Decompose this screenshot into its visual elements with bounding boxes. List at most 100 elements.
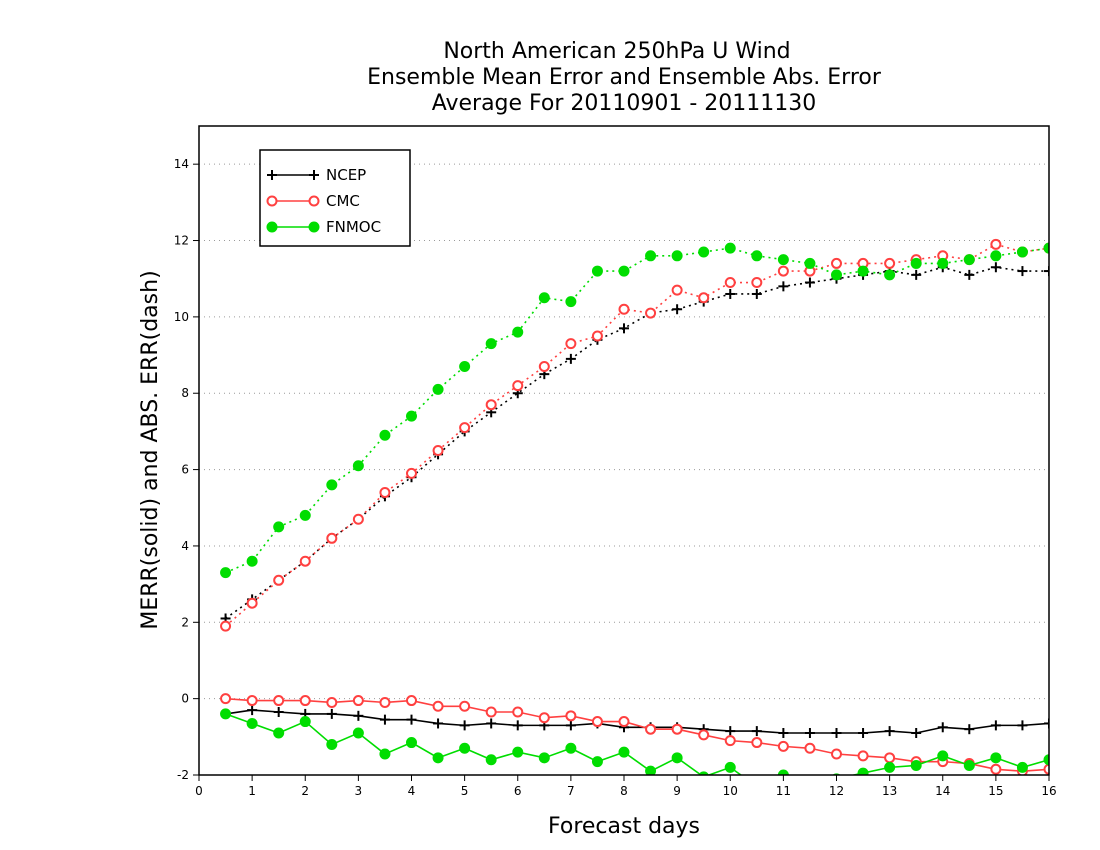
cmc-mean-error-point	[406, 695, 417, 707]
cmc-mean-error-point	[671, 723, 683, 735]
fnmoc-abs-error-point	[406, 410, 417, 422]
cmc-abs-error-point	[724, 277, 736, 289]
legend-marker	[267, 170, 277, 180]
x-tick-label: 14	[935, 784, 950, 798]
fnmoc-abs-error-point	[220, 567, 232, 579]
cmc-abs-error-point	[273, 574, 285, 586]
y-tick-label: 6	[181, 463, 189, 477]
fnmoc-mean-error-point	[990, 752, 1002, 764]
cmc-mean-error-point	[220, 693, 232, 705]
cmc-mean-error-point	[538, 712, 550, 724]
legend-marker	[309, 170, 319, 180]
legend-label: NCEP	[326, 166, 366, 184]
cmc-mean-error-point	[804, 742, 816, 754]
ncep-abs-error-point	[751, 288, 762, 299]
ncep-abs-error-point	[565, 353, 576, 364]
cmc-mean-error-point	[698, 729, 710, 741]
legend-marker	[266, 195, 278, 207]
title-line-1: North American 250hPa U Wind	[443, 39, 790, 64]
fnmoc-abs-error-point	[698, 246, 710, 258]
x-tick-label: 13	[882, 784, 897, 798]
cmc-abs-error-point	[326, 532, 338, 544]
series-layer	[220, 238, 1049, 775]
ncep-mean-error-point	[937, 722, 948, 733]
ncep-mean-error-point	[1044, 718, 1049, 729]
ncep-abs-error-point	[990, 262, 1001, 273]
fnmoc-abs-error-point	[671, 250, 683, 262]
y-tick-label: 8	[181, 386, 189, 400]
fnmoc-mean-error-point	[406, 737, 417, 749]
ncep-mean-error-line	[225, 709, 1049, 734]
x-tick-label: 15	[988, 784, 1003, 798]
fnmoc-mean-error-point	[273, 727, 285, 739]
fnmoc-abs-error-point	[326, 479, 338, 491]
fnmoc-abs-error-point	[963, 254, 975, 266]
ncep-mean-error-point	[911, 728, 922, 739]
cmc-mean-error-point	[432, 700, 444, 712]
plot-frame	[198, 125, 1050, 776]
cmc-mean-error-point	[326, 696, 338, 708]
cmc-abs-error-line	[225, 243, 1049, 627]
ncep-mean-error-point	[379, 714, 390, 725]
x-tick-label: 11	[776, 784, 791, 798]
cmc-mean-error-point	[299, 695, 311, 707]
fnmoc-abs-error-point	[937, 257, 949, 269]
cmc-mean-error-point	[485, 706, 497, 718]
fnmoc-mean-error-point	[645, 765, 657, 775]
grid-lines	[199, 163, 1049, 700]
fnmoc-mean-error-point	[671, 752, 683, 764]
ncep-mean-error-point	[725, 726, 736, 737]
fnmoc-abs-error-line	[225, 247, 1049, 574]
legend-marker	[266, 221, 278, 233]
y-tick-label: 14	[174, 157, 189, 171]
fnmoc-mean-error-point	[485, 754, 497, 766]
cmc-mean-error-point	[645, 723, 657, 735]
fnmoc-abs-error-point	[857, 265, 869, 277]
cmc-abs-error-point	[618, 303, 630, 315]
ncep-abs-error-point	[804, 277, 815, 288]
cmc-abs-error-series	[220, 238, 1049, 632]
fnmoc-abs-error-point	[538, 292, 550, 304]
fnmoc-mean-error-point	[910, 759, 922, 771]
fnmoc-mean-error-point	[538, 752, 550, 764]
ncep-mean-error-point	[247, 705, 258, 716]
legend-item-cmc: CMC	[266, 192, 360, 210]
title-line-2: Ensemble Mean Error and Ensemble Abs. Er…	[367, 65, 882, 90]
fnmoc-abs-error-point	[432, 383, 444, 395]
fnmoc-mean-error-point	[246, 717, 258, 729]
y-tick-label: 0	[181, 692, 189, 706]
legend-label: FNMOC	[326, 218, 381, 236]
ncep-abs-error-point	[619, 323, 629, 334]
x-tick-label: 6	[514, 784, 522, 798]
cmc-abs-error-point	[379, 486, 391, 498]
fnmoc-abs-error-point	[1043, 242, 1049, 254]
cmc-mean-error-point	[857, 750, 869, 762]
cmc-mean-error-point	[273, 695, 285, 707]
fnmoc-abs-error-point	[777, 254, 789, 266]
cmc-mean-error-point	[1043, 763, 1049, 775]
legend-label: CMC	[326, 192, 360, 210]
fnmoc-mean-error-point	[299, 716, 311, 728]
x-tick-label: 1	[248, 784, 256, 798]
cmc-abs-error-point	[591, 330, 603, 342]
fnmoc-abs-error-point	[990, 250, 1002, 262]
cmc-abs-error-point	[352, 513, 364, 525]
fnmoc-abs-error-point	[618, 265, 630, 277]
legend: NCEP CMC FNMOC	[259, 149, 411, 247]
cmc-abs-error-point	[485, 399, 497, 411]
ncep-abs-error-point	[911, 269, 922, 280]
fnmoc-mean-error-point	[963, 759, 975, 771]
ncep-mean-error-point	[990, 720, 1001, 731]
x-tick-label: 12	[829, 784, 844, 798]
legend-item-fnmoc: FNMOC	[266, 218, 381, 236]
cmc-abs-error-point	[751, 277, 763, 289]
cmc-mean-error-point	[751, 737, 763, 749]
y-tick-label: 4	[181, 539, 189, 553]
x-tick-label: 5	[461, 784, 469, 798]
cmc-abs-error-point	[459, 422, 471, 434]
fnmoc-abs-error-point	[246, 555, 258, 567]
ncep-mean-error-point	[406, 714, 417, 725]
ncep-mean-error-point	[831, 728, 842, 739]
ncep-mean-error-point	[353, 710, 364, 721]
cmc-mean-error-point	[831, 748, 842, 760]
